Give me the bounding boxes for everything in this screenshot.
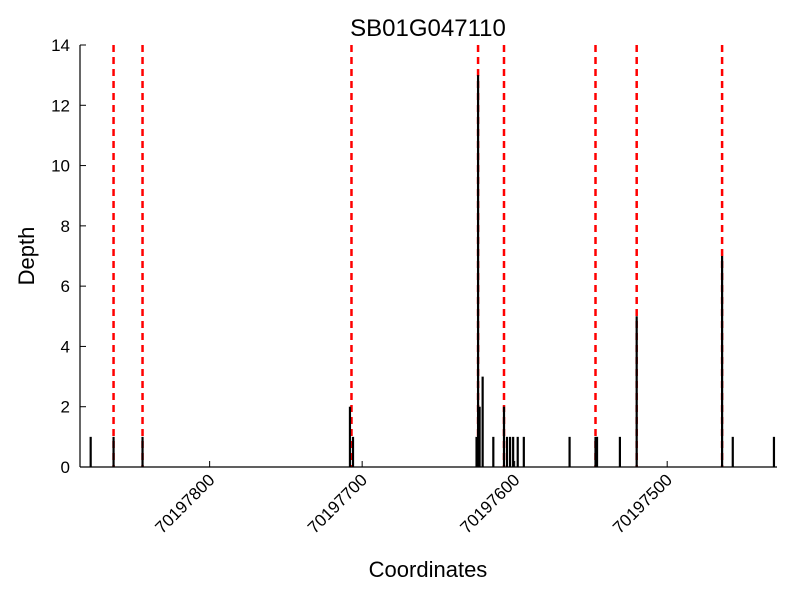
y-tick-label-2: 4 [61,337,70,356]
y-tick-label-0: 0 [61,458,70,477]
marker-lines [112,45,724,467]
x-tick-label-2: 70197600 [457,470,524,537]
x-axis-label: Coordinates [369,557,488,582]
y-tick-label-4: 8 [61,217,70,236]
depth-bars [89,75,776,467]
chart-title: SB01G047110 [350,15,506,42]
y-tick-label-5: 10 [51,157,70,176]
axes: 0 2 4 6 8 10 12 14 70197800 70197700 70197600 70197… [51,36,777,537]
x-tick-label-1: 70197700 [304,470,371,537]
x-tick-label-3: 70197500 [609,470,676,537]
y-tick-label-6: 12 [51,96,70,115]
y-tick-label-7: 14 [51,36,70,55]
y-tick-label-3: 6 [61,277,70,296]
x-tick-label-0: 70197800 [152,470,219,537]
y-tick-label-1: 2 [61,398,70,417]
y-axis-label: Depth [14,227,39,286]
